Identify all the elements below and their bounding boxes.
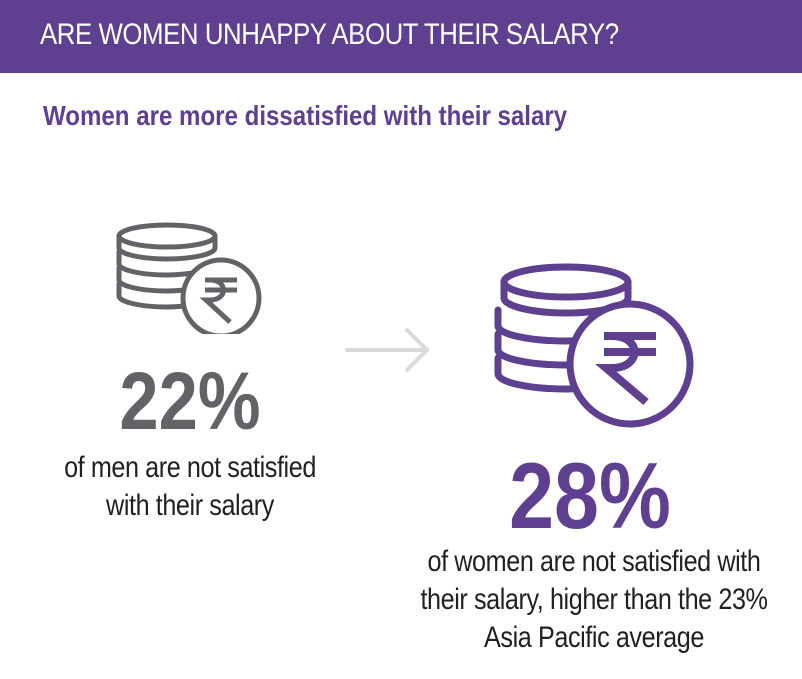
men-caption-line: of men are not satisfied — [64, 451, 316, 484]
women-caption-line: their salary, higher than the 23% — [420, 583, 768, 616]
rupee-coin-stack-icon — [494, 263, 694, 428]
page-title: ARE WOMEN UNHAPPY ABOUT THEIR SALARY? — [40, 18, 619, 51]
women-caption-line: Asia Pacific average — [484, 621, 704, 654]
header-bar: ARE WOMEN UNHAPPY ABOUT THEIR SALARY? — [0, 0, 802, 73]
men-caption: of men are not satisfied with their sala… — [39, 449, 341, 525]
arrow-right-icon — [345, 328, 429, 372]
page-subtitle: Women are more dissatisfied with their s… — [43, 100, 568, 131]
women-caption-line: of women are not satisfied with — [427, 545, 761, 578]
women-percentage: 28% — [509, 443, 671, 548]
men-percentage: 22% — [119, 356, 261, 447]
women-caption: of women are not satisfied with their sa… — [392, 543, 795, 657]
men-caption-line: with their salary — [106, 489, 274, 522]
rupee-coin-stack-icon — [116, 222, 262, 334]
